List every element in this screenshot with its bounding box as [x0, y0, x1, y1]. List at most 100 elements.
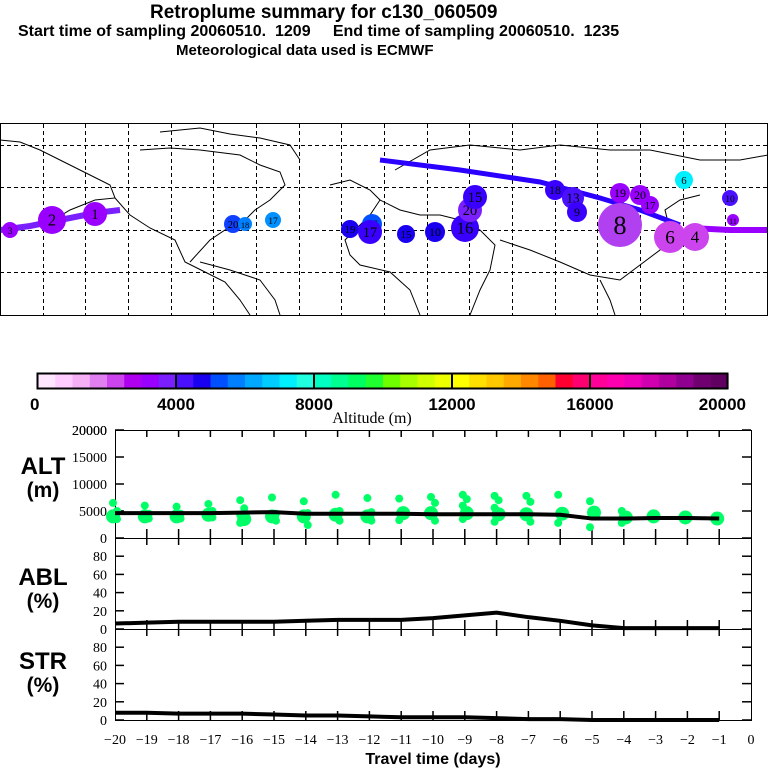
x-tick-label: −15 — [263, 733, 285, 748]
colorbar-cell — [210, 374, 229, 389]
altitude-point — [272, 516, 280, 525]
y-tick-label: 80 — [93, 550, 107, 565]
str-label-text: STR — [19, 648, 67, 675]
plume-marker — [681, 223, 709, 251]
plume-marker-label: 20 — [228, 219, 239, 231]
retroplume-map: 3211720181916151620171015181398192017646… — [0, 123, 768, 316]
altitude-point — [522, 491, 531, 500]
plume-marker-label: 9 — [574, 205, 580, 219]
colorbar-tick-label: 16000 — [566, 395, 613, 414]
altitude-colorbar: 0 4000 8000 12000 16000 20000 Altitude (m) — [30, 372, 746, 427]
altitude-point — [395, 516, 404, 525]
plume-marker-label: 18 — [241, 221, 249, 230]
colorbar-tick-labels: 0 4000 8000 12000 16000 20000 — [30, 395, 746, 414]
colorbar-cell — [434, 374, 453, 389]
y-tick-label: 0 — [100, 714, 107, 729]
altitude-point — [299, 497, 308, 506]
plume-marker-label: 17 — [645, 200, 656, 212]
altitude-point — [331, 490, 340, 499]
str-line — [115, 710, 720, 722]
altitude-point — [204, 499, 213, 508]
plume-marker — [358, 220, 382, 244]
coast-south-america — [199, 261, 281, 316]
colorbar-cell — [503, 374, 522, 389]
str-panel-label: STR (%) — [8, 650, 78, 698]
x-tick-label: −6 — [553, 733, 568, 748]
plume-marker-label: 4 — [691, 228, 700, 247]
x-tick-label: −13 — [327, 733, 349, 748]
altitude-point — [554, 518, 563, 527]
colorbar-cell — [227, 374, 246, 389]
plume-marker-label: 2 — [48, 211, 56, 230]
colorbar-cell — [417, 374, 436, 389]
altitude-point — [144, 514, 153, 523]
altitude-point — [431, 498, 439, 507]
altitude-point — [494, 496, 503, 505]
y-tick-label: 20000 — [72, 424, 107, 439]
x-axis-label: Travel time (days) — [365, 751, 500, 768]
altitude-point — [303, 521, 312, 530]
plume-marker-label: 11 — [729, 217, 737, 226]
x-tick-label: −18 — [168, 733, 190, 748]
alt-panel-label: ALT (m) — [8, 455, 78, 503]
altitude-point — [395, 494, 404, 503]
colorbar-cell — [624, 374, 643, 389]
colorbar-cell — [693, 374, 712, 389]
altitude-point — [176, 514, 185, 523]
plume-marker — [545, 180, 565, 200]
y-tick-label: 0 — [100, 532, 107, 547]
plume-marker — [598, 203, 642, 247]
y-tick-label: 40 — [93, 678, 107, 693]
plume-marker-label: 10 — [725, 194, 735, 205]
plume-marker-label: 15 — [401, 229, 412, 241]
altitude-point — [617, 518, 626, 527]
x-tick-label: −5 — [585, 733, 600, 748]
altitude-point — [109, 498, 117, 507]
plume-marker — [675, 171, 693, 189]
colorbar-cell — [262, 374, 281, 389]
altitude-point — [554, 490, 563, 499]
altitude-point — [458, 515, 467, 524]
x-tick-label: −12 — [358, 733, 380, 748]
colorbar-cell — [245, 374, 263, 389]
plume-marker-label: 6 — [681, 175, 687, 187]
str-unit-text: (%) — [26, 674, 60, 697]
altitude-point — [208, 513, 217, 522]
chart-title: Retroplume summary for c130_060509 — [150, 2, 498, 23]
abl-unit-text: (%) — [26, 590, 60, 613]
str-panel-frame — [115, 629, 752, 721]
plume-marker-label: 15 — [468, 190, 482, 206]
colorbar-tick-label: 0 — [30, 395, 39, 414]
colorbar-cell — [365, 374, 384, 389]
x-tick-label: −17 — [199, 733, 221, 748]
plume-marker — [265, 212, 281, 228]
alt-unit-text: (m) — [26, 479, 60, 502]
sampling-times: Start time of sampling 20060510. 1209 En… — [18, 23, 620, 40]
coast-asia — [394, 144, 768, 316]
colorbar-label: Altitude (m) — [332, 410, 412, 427]
colorbar-cell — [555, 374, 574, 389]
colorbar-cell — [486, 374, 505, 389]
y-tick-label: 80 — [93, 641, 107, 656]
plume-marker — [654, 221, 686, 253]
altitude-point — [427, 492, 435, 501]
plume-marker — [727, 214, 739, 226]
colorbar-tick-label: 8000 — [295, 395, 333, 414]
altitude-point — [236, 518, 245, 527]
x-tick-label: −1 — [712, 733, 727, 748]
colorbar-cell — [89, 374, 108, 389]
x-tick-label: −20 — [104, 733, 126, 748]
altitude-point — [490, 517, 499, 526]
altitude-point — [586, 497, 594, 506]
abl-label-text: ABL — [18, 564, 68, 591]
plume-marker-label: 18 — [549, 183, 561, 197]
coast-north-america — [0, 127, 301, 316]
plume-marker — [224, 215, 242, 233]
abl-line — [114, 610, 720, 631]
colorbar-cells — [38, 374, 729, 389]
colorbar-cell — [124, 374, 143, 389]
x-tick-label: −14 — [295, 733, 317, 748]
altitude-point — [236, 496, 245, 505]
plume-marker — [238, 217, 252, 231]
